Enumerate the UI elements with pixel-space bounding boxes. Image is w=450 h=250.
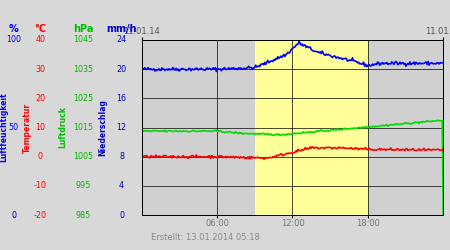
Text: 1025: 1025 (73, 94, 94, 103)
Text: 30: 30 (36, 65, 45, 74)
Text: 1005: 1005 (73, 152, 93, 161)
Text: 24: 24 (117, 36, 126, 44)
Bar (255, 40, 368, 215)
Text: 4: 4 (119, 181, 124, 190)
Text: 8: 8 (119, 152, 124, 161)
Text: 100: 100 (6, 36, 21, 44)
Text: hPa: hPa (73, 24, 94, 34)
Text: 50: 50 (9, 123, 18, 132)
Text: 0: 0 (119, 210, 124, 220)
Text: Erstellt: 13.01.2014 05:18: Erstellt: 13.01.2014 05:18 (151, 233, 260, 242)
Text: 1015: 1015 (73, 123, 93, 132)
Text: 0: 0 (38, 152, 43, 161)
Text: 40: 40 (36, 36, 45, 44)
Text: 12: 12 (117, 123, 126, 132)
Text: -20: -20 (34, 210, 47, 220)
Text: 10: 10 (36, 123, 45, 132)
Text: 1045: 1045 (73, 36, 93, 44)
Bar (142, 40, 443, 215)
Text: Luftdruck: Luftdruck (58, 106, 68, 148)
Text: 985: 985 (76, 210, 91, 220)
Text: 16: 16 (117, 94, 126, 103)
Text: 1035: 1035 (73, 65, 93, 74)
Text: %: % (9, 24, 18, 34)
Text: Luftfeuchtigkeit: Luftfeuchtigkeit (0, 92, 8, 162)
Text: 0: 0 (11, 210, 16, 220)
Text: Temperatur: Temperatur (22, 102, 32, 152)
Text: 20: 20 (117, 65, 126, 74)
Text: °C: °C (35, 24, 46, 34)
Text: Niederschlag: Niederschlag (98, 99, 107, 156)
Text: 995: 995 (76, 181, 91, 190)
Text: mm/h: mm/h (106, 24, 137, 34)
Text: 20: 20 (36, 94, 45, 103)
Text: -10: -10 (34, 181, 47, 190)
